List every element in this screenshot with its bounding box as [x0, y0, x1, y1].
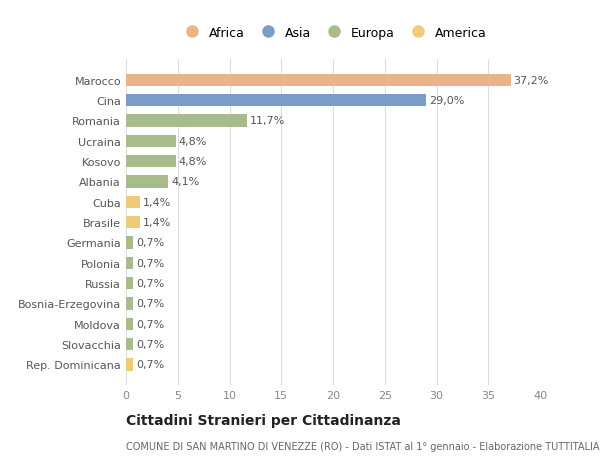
Bar [126, 156, 176, 168]
Bar [126, 338, 133, 351]
Text: 1,4%: 1,4% [143, 218, 172, 228]
Text: 0,7%: 0,7% [136, 339, 164, 349]
Bar [126, 358, 133, 371]
Text: Cittadini Stranieri per Cittadinanza: Cittadini Stranieri per Cittadinanza [126, 413, 401, 427]
Text: 0,7%: 0,7% [136, 299, 164, 309]
Text: 1,4%: 1,4% [143, 197, 172, 207]
Text: 0,7%: 0,7% [136, 258, 164, 268]
Bar [126, 298, 133, 310]
Text: 11,7%: 11,7% [250, 116, 285, 126]
Text: 0,7%: 0,7% [136, 360, 164, 369]
Bar [126, 318, 133, 330]
Bar [126, 95, 426, 107]
Text: 37,2%: 37,2% [514, 76, 549, 85]
Text: 29,0%: 29,0% [429, 96, 464, 106]
Bar [126, 237, 133, 249]
Text: COMUNE DI SAN MARTINO DI VENEZZE (RO) - Dati ISTAT al 1° gennaio - Elaborazione : COMUNE DI SAN MARTINO DI VENEZZE (RO) - … [126, 441, 600, 451]
Text: 0,7%: 0,7% [136, 319, 164, 329]
Bar [126, 257, 133, 269]
Text: 4,1%: 4,1% [171, 177, 199, 187]
Text: 4,8%: 4,8% [178, 136, 206, 146]
Text: 0,7%: 0,7% [136, 238, 164, 248]
Bar [126, 196, 140, 208]
Bar [126, 115, 247, 127]
Bar [126, 74, 511, 87]
Text: 4,8%: 4,8% [178, 157, 206, 167]
Bar [126, 135, 176, 147]
Bar [126, 176, 169, 188]
Legend: Africa, Asia, Europa, America: Africa, Asia, Europa, America [179, 27, 487, 40]
Bar [126, 217, 140, 229]
Bar [126, 277, 133, 290]
Text: 0,7%: 0,7% [136, 279, 164, 288]
